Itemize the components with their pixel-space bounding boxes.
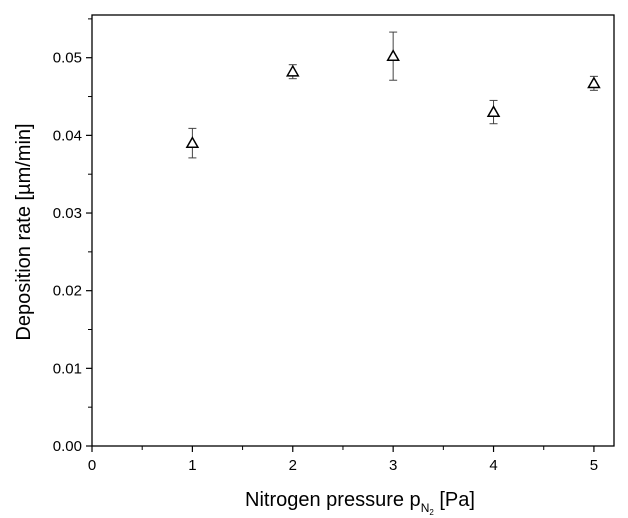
x-axis-title-main: Nitrogen pressure p — [245, 489, 421, 511]
x-tick-label: 3 — [389, 457, 397, 474]
x-tick-label: 4 — [489, 457, 497, 474]
data-point-triangle — [386, 49, 400, 62]
y-tick-label: 0.05 — [53, 50, 82, 67]
data-point-triangle — [185, 136, 200, 149]
plot-frame — [91, 14, 615, 447]
x-axis-title-subscript2: 2 — [429, 508, 434, 517]
data-point-triangle — [587, 76, 601, 89]
y-axis-title: Deposition rate [µm/min] — [13, 123, 35, 340]
x-ticks: 0 1 2 3 4 5 — [88, 446, 598, 474]
x-tick-label: 5 — [590, 457, 598, 474]
x-axis-title: Nitrogen pressure pN2 [Pa] — [245, 489, 475, 517]
x-axis-title-unit: [Pa] — [434, 489, 475, 511]
x-tick-label: 2 — [289, 457, 297, 474]
axes — [91, 14, 615, 447]
y-ticks: 0.00 0.01 0.02 0.03 0.04 0.05 — [53, 18, 92, 455]
y-tick-label: 0.00 — [53, 438, 82, 455]
y-tick-label: 0.02 — [53, 283, 82, 300]
y-tick-label: 0.03 — [53, 205, 82, 222]
data-point-triangle — [486, 105, 501, 117]
x-axis-title-subscript: N — [421, 501, 430, 515]
x-tick-label: 1 — [188, 457, 196, 474]
y-tick-label: 0.01 — [53, 360, 82, 377]
data-points — [185, 31, 601, 159]
y-tick-label: 0.04 — [53, 127, 82, 144]
data-point-triangle — [285, 64, 300, 77]
x-tick-label: 0 — [88, 457, 96, 474]
